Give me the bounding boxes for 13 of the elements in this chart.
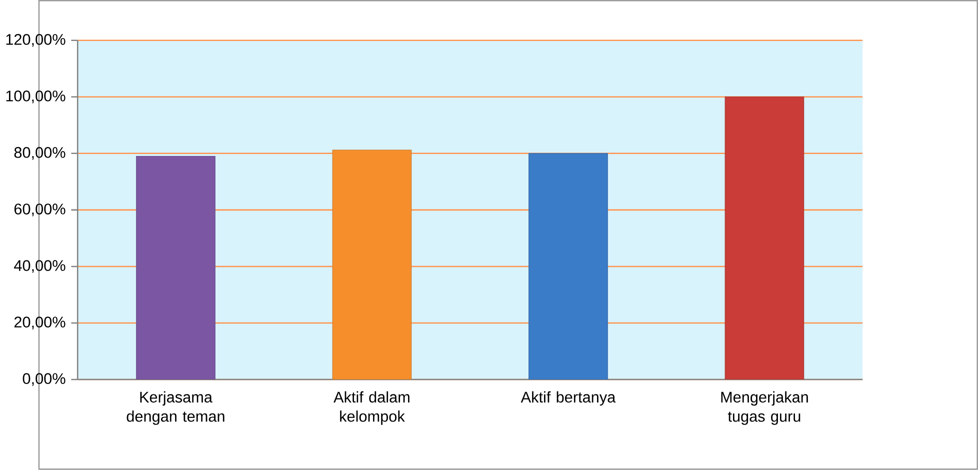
- y-tick-label: 60,00%: [14, 204, 66, 216]
- y-tick-label: 0,00%: [22, 373, 66, 386]
- bar: [528, 153, 608, 380]
- y-tick-label: 100,00%: [6, 90, 66, 104]
- x-tick-label: Aktif dalam kelompok: [334, 391, 410, 425]
- x-tick-label: Kerjasama dengan teman: [126, 391, 224, 425]
- y-tick-label: 20,00%: [14, 316, 66, 330]
- bar: [724, 96, 804, 380]
- x-tick-label: Mengerjakan tugas guru: [721, 391, 808, 425]
- x-tick-label: Aktif bertanya: [520, 391, 616, 406]
- y-tick-label: 40,00%: [14, 260, 66, 273]
- y-tick-label: 120,00%: [6, 34, 66, 47]
- y-tick-label: 80,00%: [14, 147, 66, 160]
